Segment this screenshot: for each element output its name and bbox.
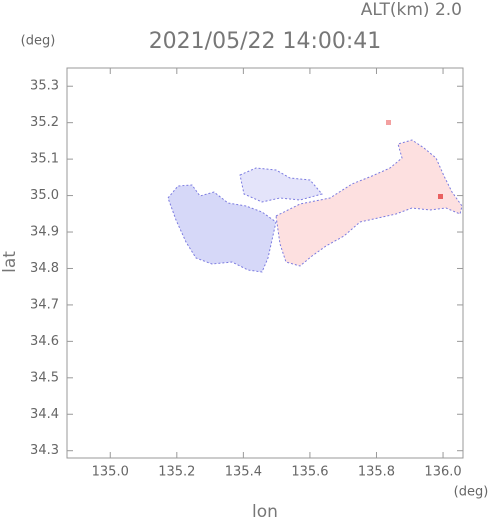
blue-region-top (239, 167, 323, 203)
y-axis-label: lat (0, 251, 20, 273)
x-tick-label: 135.0 (92, 465, 129, 480)
plot-frame (66, 67, 464, 459)
x-tick-label: 135.4 (225, 465, 262, 480)
y-tick-label: 34.6 (30, 334, 59, 349)
red-dot (438, 194, 443, 199)
x-tick-label: 135.2 (158, 465, 195, 480)
pink-region (275, 139, 463, 267)
x-tick-label: 135.8 (358, 465, 395, 480)
echo-field (167, 120, 463, 273)
y-tick-label: 34.4 (30, 407, 59, 422)
chart-title: 2021/05/22 14:00:41 (149, 29, 382, 54)
x-axis-label: lon (252, 502, 278, 521)
y-tick-label: 34.5 (30, 370, 59, 385)
y-tick-label: 35.2 (30, 115, 59, 130)
y-tick-label: 34.7 (30, 297, 59, 312)
y-tick-label: 34.9 (30, 225, 59, 240)
y-tick-label: 35.3 (30, 79, 59, 94)
x-unit: (deg) (454, 485, 489, 500)
blue-region (167, 184, 277, 273)
altitude: ALT(km) 2.0 (361, 0, 462, 20)
y-tick-label: 35.0 (30, 188, 59, 203)
red-dot (386, 120, 391, 125)
y-tick-label: 34.8 (30, 261, 59, 276)
x-tick-label: 135.6 (291, 465, 328, 480)
y-unit: (deg) (21, 34, 56, 49)
y-tick-label: 35.1 (30, 152, 59, 167)
y-tick-label: 34.3 (30, 443, 59, 458)
x-tick-label: 136.0 (424, 465, 461, 480)
